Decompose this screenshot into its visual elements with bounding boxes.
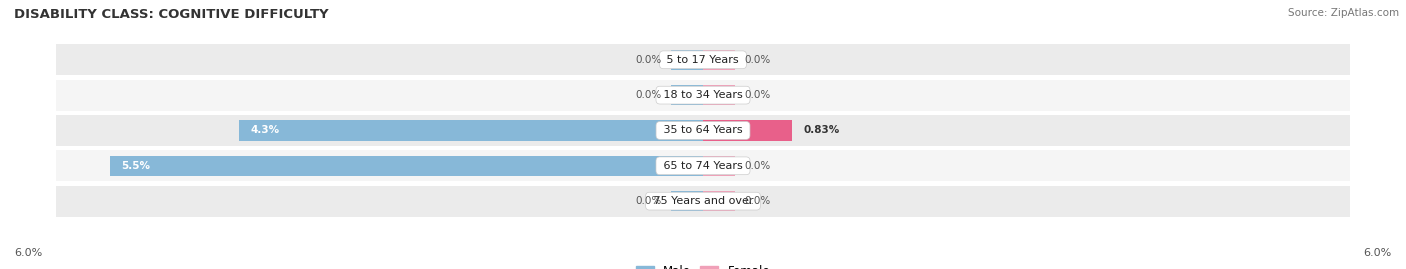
Text: DISABILITY CLASS: COGNITIVE DIFFICULTY: DISABILITY CLASS: COGNITIVE DIFFICULTY (14, 8, 329, 21)
Text: 0.0%: 0.0% (744, 196, 770, 206)
Text: 18 to 34 Years: 18 to 34 Years (659, 90, 747, 100)
Text: 6.0%: 6.0% (14, 248, 42, 258)
Text: 0.0%: 0.0% (744, 161, 770, 171)
Text: 75 Years and over: 75 Years and over (650, 196, 756, 206)
Text: 0.0%: 0.0% (636, 55, 662, 65)
Bar (703, 120, 793, 141)
Text: 0.0%: 0.0% (744, 55, 770, 65)
Bar (703, 49, 735, 70)
Text: 4.3%: 4.3% (250, 125, 280, 136)
Bar (56, 150, 1350, 181)
Legend: Male, Female: Male, Female (631, 261, 775, 269)
Text: Source: ZipAtlas.com: Source: ZipAtlas.com (1288, 8, 1399, 18)
Text: 5.5%: 5.5% (121, 161, 150, 171)
Text: 0.0%: 0.0% (636, 196, 662, 206)
Text: 0.83%: 0.83% (803, 125, 839, 136)
Bar (703, 85, 735, 105)
Bar (703, 191, 735, 211)
Bar (56, 115, 1350, 146)
Bar (110, 155, 703, 176)
Bar (56, 44, 1350, 75)
Text: 6.0%: 6.0% (1364, 248, 1392, 258)
Text: 0.0%: 0.0% (744, 90, 770, 100)
Text: 65 to 74 Years: 65 to 74 Years (659, 161, 747, 171)
Bar (239, 120, 703, 141)
Bar (671, 191, 703, 211)
Bar (56, 186, 1350, 217)
Text: 0.0%: 0.0% (636, 90, 662, 100)
Bar (703, 155, 735, 176)
Text: 5 to 17 Years: 5 to 17 Years (664, 55, 742, 65)
Bar (56, 80, 1350, 111)
Bar (671, 85, 703, 105)
Text: 35 to 64 Years: 35 to 64 Years (659, 125, 747, 136)
Bar (671, 49, 703, 70)
